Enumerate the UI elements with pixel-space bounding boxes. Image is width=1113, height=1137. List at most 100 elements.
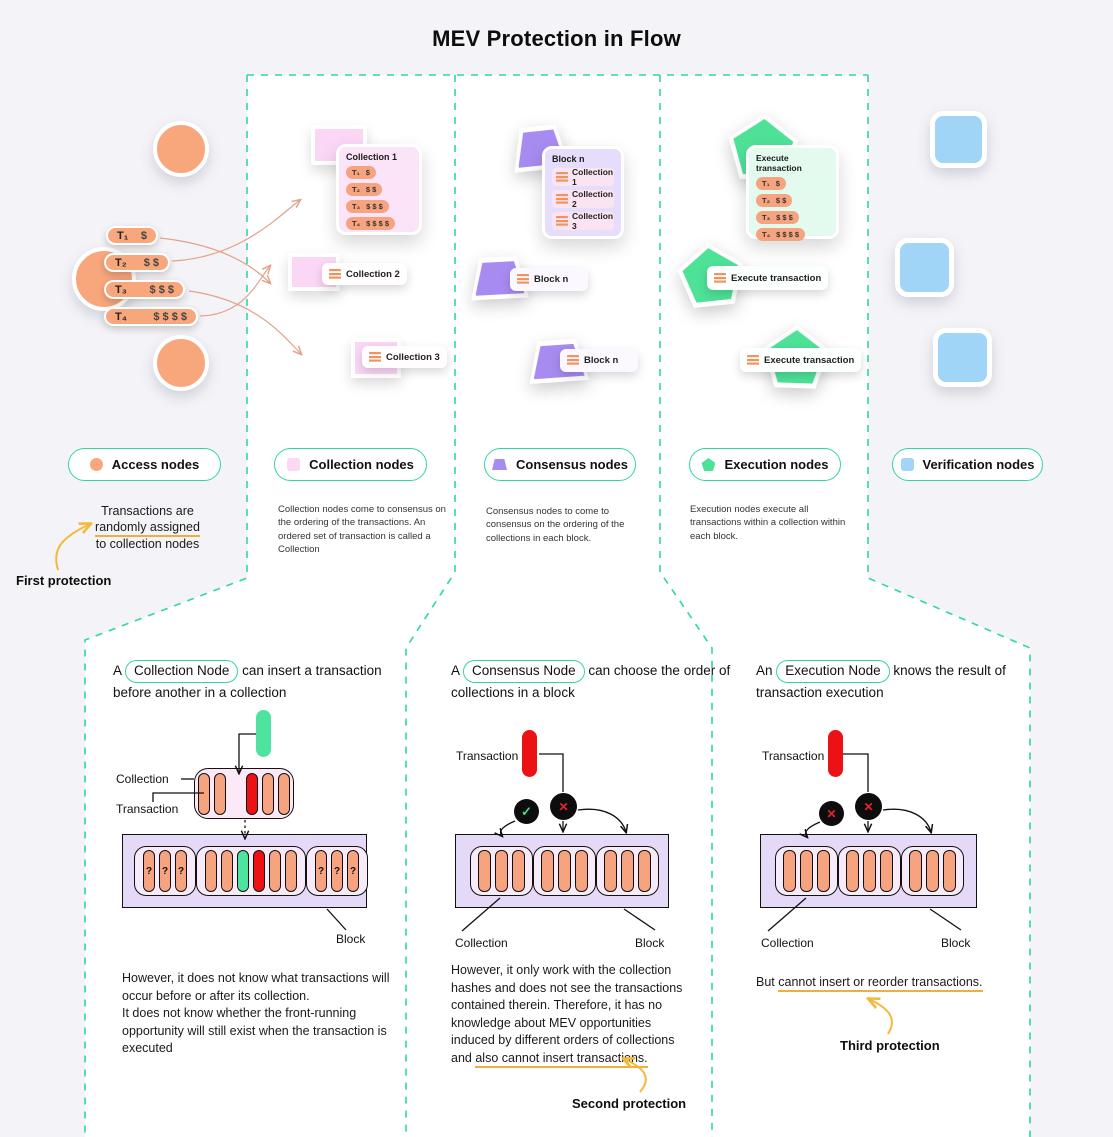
list-icon [369,351,381,363]
transaction-bar [285,850,297,892]
mev-transaction-pill [522,730,537,777]
transaction-label: Transaction [456,749,519,763]
execute-transaction-card: Execute transaction T₁ $ T₂ $ $ T₃ $ $ $ T₄… [746,145,839,241]
execute-tag-label: Execute transaction [764,354,855,366]
transaction-pill-t3: T₃ $ $ $ [104,280,185,299]
consensus-node-icon [492,459,508,470]
consensus-description: Consensus nodes to come to consensus on … [486,506,625,544]
panel2-body: However, it only work with the collectio… [451,962,693,1068]
legend-execution-nodes: Execution nodes [689,448,841,481]
execute-card-title: Execute transaction [756,153,802,173]
list-icon [747,354,759,366]
panel3-body: But cannot insert or reorder transaction… [756,974,1036,992]
underlined-phrase: cannot insert or reorder transactions. [778,975,983,992]
access-node-circle [153,335,209,391]
collection-group [533,846,596,896]
denied-insert-badge: ✕ [550,793,577,820]
block-tag-label: Block n [534,274,569,285]
verification-node-shape [895,238,954,297]
block-n-card: Block n Collection 1 Collection 2 Collec… [542,146,624,239]
block-container [455,834,669,908]
verification-node-icon [900,458,914,471]
transaction-label: Transaction [116,802,179,816]
execution-node-pill: Execution Node [776,660,890,684]
transaction-id: T₂ [115,256,127,269]
access-description: Transactions are randomly assigned to co… [95,504,200,551]
transaction-pill-t4: T₄ $ $ $ $ [346,217,396,230]
block-n-tag: Block n [510,268,588,291]
mev-transaction-pill [828,730,843,777]
transaction-bar [909,850,922,892]
collection-group [775,846,838,896]
collection-2-tag: Collection 2 [322,263,407,285]
transaction-bar [478,850,491,892]
list-icon [556,193,568,205]
legend-collection-nodes: Collection nodes [274,448,427,481]
collection-tag-label: Collection 3 [386,351,440,363]
transaction-pill-t1: T₁ $ [106,226,158,245]
transaction-amount: $ $ [143,256,159,269]
transaction-bar [541,850,554,892]
verification-node-shape [930,111,987,168]
transaction-label: Transaction [762,749,825,763]
transaction-bar [926,850,939,892]
second-protection-label: Second protection [572,1096,687,1111]
collection-3-tag: Collection 3 [362,346,447,368]
transaction-bar [262,772,274,815]
transaction-pill-t4: T₄ $ $ $ $ [756,228,806,241]
block-item-collection-3: Collection 3 [552,211,614,231]
transaction-amount: $ $ $ $ [153,310,187,323]
consensus-node-pill: Consensus Node [463,660,585,684]
collection-description: Collection nodes come to consensus on th… [278,504,446,555]
denied-insert-badge: ✕ [819,801,844,826]
execution-node-icon [701,458,716,471]
transaction-bar [846,850,859,892]
transaction-bar [214,772,226,815]
panel3-heading: An Execution Node knows the result of tr… [756,660,1036,704]
block-card-title: Block n [552,154,585,164]
verification-node-shape [933,328,992,387]
inserted-transaction-pill [256,710,271,757]
unknown-transaction-bar: ? [331,850,343,892]
transaction-bar [221,850,233,892]
inserted-transaction-bar [237,850,249,892]
list-icon [329,268,341,280]
transaction-bar [495,850,508,892]
execute-tag-label: Execute transaction [731,272,822,284]
transaction-amount: $ [140,229,147,242]
page-title: MEV Protection in Flow [432,26,681,51]
own-collection [196,846,306,896]
front-running-transaction-bar [253,850,265,892]
collection-tag-label: Collection 2 [346,268,400,280]
panel1-heading: A Collection Node can insert a transacti… [113,660,413,704]
block-tag-label: Block n [584,355,619,366]
collection-node-icon [287,458,301,471]
transaction-id: T₁ [117,229,129,242]
execution-description: Execution nodes execute all transactions… [690,504,846,542]
access-node-icon [89,458,103,471]
block-container [760,834,977,908]
transaction-bar [880,850,893,892]
collection-node-pill: Collection Node [125,660,239,684]
collection-group [470,846,533,896]
collection-1-card: Collection 1 T₁ $ T₂ $ $ T₃ $ $ $ T₄ $ $ $ $ [336,144,422,235]
transaction-pill-t1: T₁ $ [346,166,376,179]
transaction-bar [512,850,525,892]
transaction-bar [278,772,290,815]
execute-transaction-tag: Execute transaction [740,348,862,372]
block-label: Block [635,936,665,950]
transaction-bar [604,850,617,892]
block-n-tag: Block n [560,349,638,372]
transaction-pill-t3: T₃ $ $ $ [346,200,389,213]
block-label: Block [336,932,366,946]
transaction-bar [863,850,876,892]
legend-consensus-nodes: Consensus nodes [484,448,636,481]
transaction-bar [205,850,217,892]
block-container: ? ? ? ? ? ? [122,834,368,908]
cross-icon: ✕ [863,799,874,814]
transaction-bar [817,850,830,892]
unknown-transaction-bar: ? [175,850,187,892]
collection-box [194,768,294,819]
unknown-transaction-bar: ? [347,850,359,892]
